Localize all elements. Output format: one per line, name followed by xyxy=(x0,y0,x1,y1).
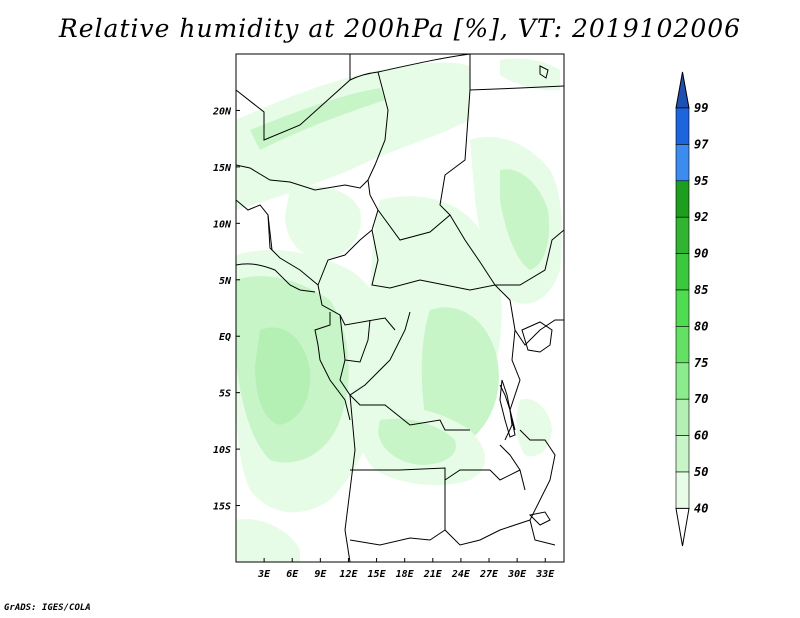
colorbar-level-label: 92 xyxy=(694,210,708,224)
colorbar-level-label: 90 xyxy=(694,247,708,261)
boundary-line xyxy=(314,312,331,346)
coastline xyxy=(236,263,316,293)
lake-outline xyxy=(499,379,516,438)
lat-tick-label: 15S xyxy=(213,502,231,513)
colorbar-segment xyxy=(675,435,690,473)
lat-tick-label: 10N xyxy=(213,219,232,230)
lon-tick-label: 3E xyxy=(257,569,271,580)
lon-tick-label: 6E xyxy=(286,569,299,580)
lat-tick-label: 10S xyxy=(213,445,231,456)
map-title: Relative humidity at 200hPa [%], VT: 201… xyxy=(58,14,742,43)
lon-tick-label: 24E xyxy=(451,569,471,580)
colorbar-level-label: 40 xyxy=(694,501,708,515)
boundary-line xyxy=(236,199,273,251)
humidity-patch xyxy=(500,169,550,270)
lon-tick-label: 30E xyxy=(507,569,527,580)
colorbar-segment xyxy=(675,398,690,436)
boundary-line xyxy=(236,164,369,191)
colorbar-level-label: 85 xyxy=(694,283,708,297)
colorbar-segment xyxy=(675,107,690,145)
lat-tick-label: EQ xyxy=(219,332,231,343)
humidity-patch xyxy=(421,307,499,444)
humidity-patch xyxy=(236,519,300,562)
footer-credit: GrADS: IGES/COLA xyxy=(4,603,91,613)
boundary-line xyxy=(444,480,531,546)
lat-tick-label: 5S xyxy=(219,389,231,400)
lon-tick-label: 15E xyxy=(368,569,387,580)
boundary-line xyxy=(509,299,564,346)
humidity-patch xyxy=(255,327,311,425)
humidity-patch xyxy=(285,186,361,260)
colorbar-segment xyxy=(675,471,690,509)
boundary-line xyxy=(377,54,471,73)
boundary-line xyxy=(344,394,356,562)
axis-ticks: 3E 6E 9E 12E 15E 18E 21E 24E 27E 30E 33E 20N 15N 10N 5… xyxy=(212,106,555,580)
humidity-patch xyxy=(236,62,470,210)
boundary-line xyxy=(519,429,556,546)
boundary-line xyxy=(439,89,471,216)
colorbar-level-label: 97 xyxy=(694,137,709,151)
lat-tick-label: 5N xyxy=(219,276,232,287)
boundary-line xyxy=(350,467,521,481)
boundary-line xyxy=(339,311,411,396)
colorbar-segment xyxy=(675,180,690,218)
colorbar-top-arrow xyxy=(675,71,690,109)
colorbar-level-label: 99 xyxy=(694,101,708,115)
lon-tick-label: 21E xyxy=(423,569,443,580)
lake-outline xyxy=(539,65,549,79)
lake-outline xyxy=(521,321,553,353)
boundary-line xyxy=(344,319,371,363)
colorbar-level-label: 80 xyxy=(694,319,708,333)
lon-tick-label: 33E xyxy=(535,569,555,580)
colorbar-level-label: 50 xyxy=(694,465,708,479)
colorbar-segment xyxy=(675,362,690,400)
lon-tick-label: 18E xyxy=(396,569,415,580)
boundary-line xyxy=(349,71,389,196)
humidity-patch xyxy=(500,58,560,91)
colorbar-segment xyxy=(675,326,690,364)
boundary-line xyxy=(236,54,351,141)
colorbar-segment xyxy=(675,144,690,182)
colorbar-bottom-arrow xyxy=(675,507,690,547)
colorbar-level-label: 70 xyxy=(694,392,708,406)
humidity-patch xyxy=(250,88,385,150)
boundary-line xyxy=(267,214,319,286)
lat-tick-label: 15N xyxy=(213,163,232,174)
boundary-line xyxy=(469,54,564,91)
lon-tick-label: 27E xyxy=(479,569,499,580)
humidity-field xyxy=(236,54,564,562)
coastline xyxy=(317,344,351,421)
lon-tick-label: 9E xyxy=(314,569,327,580)
boundary-line xyxy=(349,529,446,546)
boundary-line xyxy=(495,229,564,286)
colorbar-segment xyxy=(675,216,690,254)
colorbar-segment xyxy=(675,253,690,291)
colorbar-level-label: 75 xyxy=(694,356,708,370)
colorbar-level-label: 95 xyxy=(694,174,708,188)
map-frame xyxy=(235,53,565,563)
boundary-line xyxy=(317,284,396,331)
humidity-patch xyxy=(378,418,456,465)
lake-outline xyxy=(528,511,551,526)
country-boundaries xyxy=(236,54,564,562)
lat-tick-label: 20N xyxy=(212,106,232,117)
boundary-line xyxy=(349,394,470,431)
boundary-line xyxy=(377,209,496,286)
boundary-line xyxy=(499,444,526,491)
boundary-line xyxy=(371,229,511,301)
humidity-patch xyxy=(516,399,552,457)
lon-tick-label: 12E xyxy=(339,569,358,580)
colorbar-segment xyxy=(675,289,690,327)
colorbar-level-label: 60 xyxy=(694,429,708,443)
